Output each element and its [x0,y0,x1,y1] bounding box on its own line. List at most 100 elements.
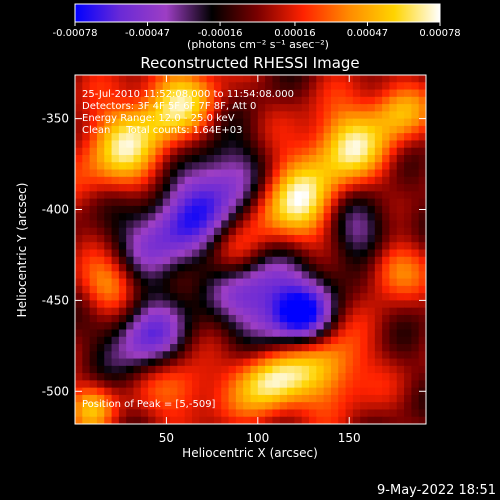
heatmap-cell [104,344,113,352]
heatmap-cell [396,285,405,294]
heatmap-cell [213,184,222,192]
heatmap-cell [104,213,113,222]
heatmap-cell [170,336,178,345]
heatmap-cell [126,307,135,316]
heatmap-cell [418,147,426,156]
heatmap-cell [265,125,274,134]
heatmap-cell [367,227,376,236]
heatmap-cell [221,104,230,112]
heatmap-cell [104,416,113,424]
heatmap-cell [184,205,193,214]
heatmap-cell [323,96,332,105]
heatmap-cell [206,198,215,207]
heatmap-cell [235,416,244,424]
heatmap-cell [389,118,398,127]
heatmap-cell [162,256,171,265]
heatmap-cell [206,264,215,272]
heatmap-cell [294,271,303,280]
heatmap-cell [396,96,405,105]
heatmap-cell [162,351,171,360]
heatmap-cell [213,373,222,381]
heatmap-cell [111,336,120,345]
heatmap-cell [133,249,142,258]
heatmap-cell [206,118,215,127]
heatmap-cell [111,104,120,112]
heatmap-cell [228,387,237,396]
heatmap-cell [287,75,295,83]
heatmap-cell [213,89,222,98]
heatmap-cell [272,147,281,156]
heatmap-cell [89,249,98,258]
heatmap-cell [352,154,361,163]
heatmap-cell [221,89,230,98]
heatmap-cell [330,293,339,301]
heatmap-cell [287,373,295,381]
heatmap-cell [418,351,426,360]
heatmap-cell [257,133,266,142]
heatmap-cell [192,314,200,323]
heatmap-cell [301,169,310,178]
heatmap-cell [82,336,91,345]
heatmap-cell [250,227,259,236]
heatmap-cell [272,285,281,294]
heatmap-cell [382,176,391,185]
heatmap-cell [243,140,252,149]
heatmap-cell [133,75,142,83]
heatmap-cell [316,373,325,381]
heatmap-cell [206,351,215,360]
heatmap-cell [250,205,259,214]
heatmap-cell [243,184,252,192]
heatmap-cell [199,293,208,301]
heatmap-cell [221,242,230,251]
heatmap-cell [272,322,281,331]
heatmap-cell [206,220,215,229]
heatmap-cell [360,402,369,411]
heatmap-cell [382,227,391,236]
heatmap-cell [352,256,361,265]
heatmap-cell [374,293,383,301]
heatmap-cell [89,322,98,331]
heatmap-cell [338,402,347,411]
heatmap-cell [250,140,259,149]
colorbar-gradient [75,4,440,22]
heatmap-cell [367,133,376,142]
heatmap-cell [118,322,127,331]
heatmap-cell [126,220,135,229]
heatmap-cell [287,278,295,287]
heatmap-cell [89,96,98,105]
heatmap-cell [418,75,426,83]
heatmap-cell [323,140,332,149]
heatmap-cell [257,336,266,345]
heatmap-cell [309,169,317,178]
heatmap-cell [111,147,120,156]
heatmap-cell [352,307,361,316]
heatmap-cell [206,278,215,287]
heatmap-cell [272,133,281,142]
heatmap-cell [228,402,237,411]
heatmap-cell [367,147,376,156]
heatmap-cell [213,358,222,367]
heatmap-cell [389,162,398,171]
heatmap-cell [411,329,420,338]
heatmap-cell [104,242,113,251]
heatmap-cell [404,358,412,367]
heatmap-cell [316,242,325,251]
heatmap-cell [345,300,354,309]
heatmap-cell [265,75,274,83]
heatmap-cell [213,125,222,134]
heatmap-cell [199,89,208,98]
heatmap-cell [323,220,332,229]
heatmap-cell [243,387,252,396]
heatmap-cell [118,213,127,222]
heatmap-cell [82,140,91,149]
heatmap-cell [301,125,310,134]
heatmap-cell [118,365,127,374]
heatmap-cell [294,358,303,367]
heatmap-cell [111,416,120,424]
heatmap-cell [184,75,193,83]
heatmap-cell [301,256,310,265]
heatmap-cell [301,409,310,418]
heatmap-cell [104,75,113,83]
heatmap-cell [272,184,281,192]
heatmap-cell [418,82,426,91]
